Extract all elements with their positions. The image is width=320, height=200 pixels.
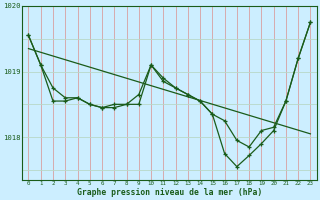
X-axis label: Graphe pression niveau de la mer (hPa): Graphe pression niveau de la mer (hPa) — [77, 188, 262, 197]
